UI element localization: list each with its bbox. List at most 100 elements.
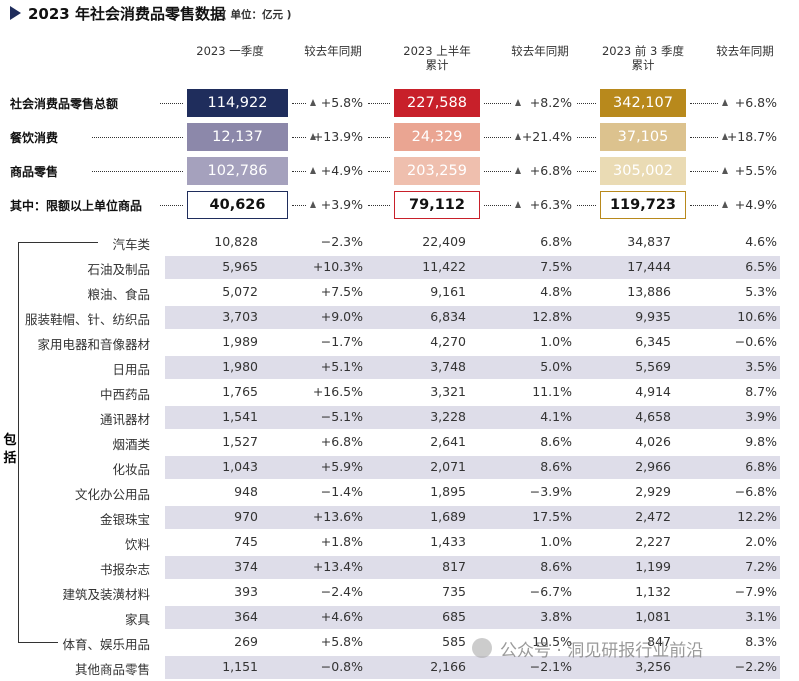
cell: 8.3% — [745, 634, 777, 649]
cell: 9.8% — [745, 434, 777, 449]
value-box: 114,922 — [187, 89, 288, 117]
up-arrow — [515, 133, 521, 140]
cell: 4,026 — [635, 434, 671, 449]
up-arrow — [310, 133, 316, 140]
row-label: 服装鞋帽、针、纺织品 — [24, 312, 150, 327]
leader — [92, 137, 183, 138]
leader — [690, 137, 718, 138]
cell: 1,765 — [222, 384, 258, 399]
cell: 1,199 — [635, 559, 671, 574]
bracket — [18, 642, 58, 643]
cell: 1.0% — [540, 534, 572, 549]
cell: 1,989 — [222, 334, 258, 349]
cell: −7.9% — [734, 584, 777, 599]
cell: 4,270 — [430, 334, 466, 349]
cell: −3.9% — [529, 484, 572, 499]
leader — [368, 171, 390, 172]
cell: 1,081 — [635, 609, 671, 624]
cell: 34,837 — [627, 234, 671, 249]
cell: 5,965 — [222, 259, 258, 274]
cell: 3,228 — [430, 409, 466, 424]
title-icon — [10, 6, 21, 20]
up-arrow — [515, 99, 521, 106]
leader — [577, 137, 596, 138]
cell: 2,966 — [635, 459, 671, 474]
row-label: 通讯器材 — [99, 412, 150, 427]
leader — [292, 171, 306, 172]
row-label: 社会消费品零售总额 — [10, 97, 119, 111]
row-shade — [165, 405, 780, 429]
cell: 22,409 — [422, 234, 466, 249]
change: +4.9% — [320, 163, 363, 178]
cell: 10,828 — [214, 234, 258, 249]
leader — [690, 205, 718, 206]
row-label: 餐饮消费 — [10, 131, 59, 145]
row-label: 饮料 — [124, 537, 150, 552]
value-box: 40,626 — [187, 191, 288, 219]
cell: 1,433 — [430, 534, 466, 549]
cell: 3,321 — [430, 384, 466, 399]
cell: 6.5% — [745, 259, 777, 274]
row-label: 文化办公用品 — [74, 487, 150, 502]
cell: +1.8% — [320, 534, 363, 549]
row-label: 书报杂志 — [99, 562, 150, 577]
column-header: 累计 — [631, 58, 655, 72]
value-box: 119,723 — [600, 191, 686, 219]
cell: 948 — [234, 484, 258, 499]
cell: 12.2% — [737, 509, 777, 524]
cell: 4.6% — [745, 234, 777, 249]
leader — [690, 171, 718, 172]
cell: 11,422 — [422, 259, 466, 274]
change: +6.8% — [529, 163, 572, 178]
value-box: 102,786 — [187, 157, 288, 185]
cell: 585 — [442, 634, 466, 649]
title: 2023 年社会消费品零售数据 — [28, 5, 225, 23]
breakdown-label: 包括 — [3, 432, 17, 468]
cell: 3,256 — [635, 659, 671, 674]
cell: 6,834 — [430, 309, 466, 324]
bracket — [18, 242, 98, 243]
row-label: 家用电器和音像器材 — [37, 337, 150, 352]
up-arrow — [310, 99, 316, 106]
cell: 5.3% — [745, 284, 777, 299]
cell: 2,641 — [430, 434, 466, 449]
change: +6.8% — [734, 95, 777, 110]
change: +18.7% — [726, 129, 777, 144]
leader — [484, 137, 511, 138]
value-box: 203,259 — [394, 157, 480, 185]
cell: −2.2% — [734, 659, 777, 674]
cell: −2.1% — [529, 659, 572, 674]
cell: 13,886 — [627, 284, 671, 299]
cell: 3.5% — [745, 359, 777, 374]
cell: 5,072 — [222, 284, 258, 299]
cell: 6.8% — [540, 234, 572, 249]
cell: −1.4% — [320, 484, 363, 499]
leader — [160, 205, 183, 206]
cell: +13.6% — [312, 509, 363, 524]
column-header: 2023 上半年 — [403, 44, 471, 58]
cell: 817 — [442, 559, 466, 574]
column-header: 较去年同期 — [304, 44, 362, 58]
cell: 745 — [234, 534, 258, 549]
cell: 3,748 — [430, 359, 466, 374]
value-box: 37,105 — [600, 123, 686, 151]
leader — [484, 171, 511, 172]
cell: 3.8% — [540, 609, 572, 624]
cell: 7.5% — [540, 259, 572, 274]
row-label: 商品零售 — [10, 165, 59, 179]
cell: 4.8% — [540, 284, 572, 299]
cell: 1,689 — [430, 509, 466, 524]
change: +3.9% — [320, 197, 363, 212]
row-label: 化妆品 — [112, 462, 150, 477]
up-arrow — [722, 201, 728, 208]
cell: +5.8% — [320, 634, 363, 649]
row-shade — [165, 355, 780, 379]
cell: 1.0% — [540, 334, 572, 349]
leader — [577, 171, 596, 172]
cell: −2.3% — [320, 234, 363, 249]
cell: 5,569 — [635, 359, 671, 374]
leader — [577, 205, 596, 206]
cell: −1.7% — [320, 334, 363, 349]
up-arrow — [310, 201, 316, 208]
leader — [368, 205, 390, 206]
